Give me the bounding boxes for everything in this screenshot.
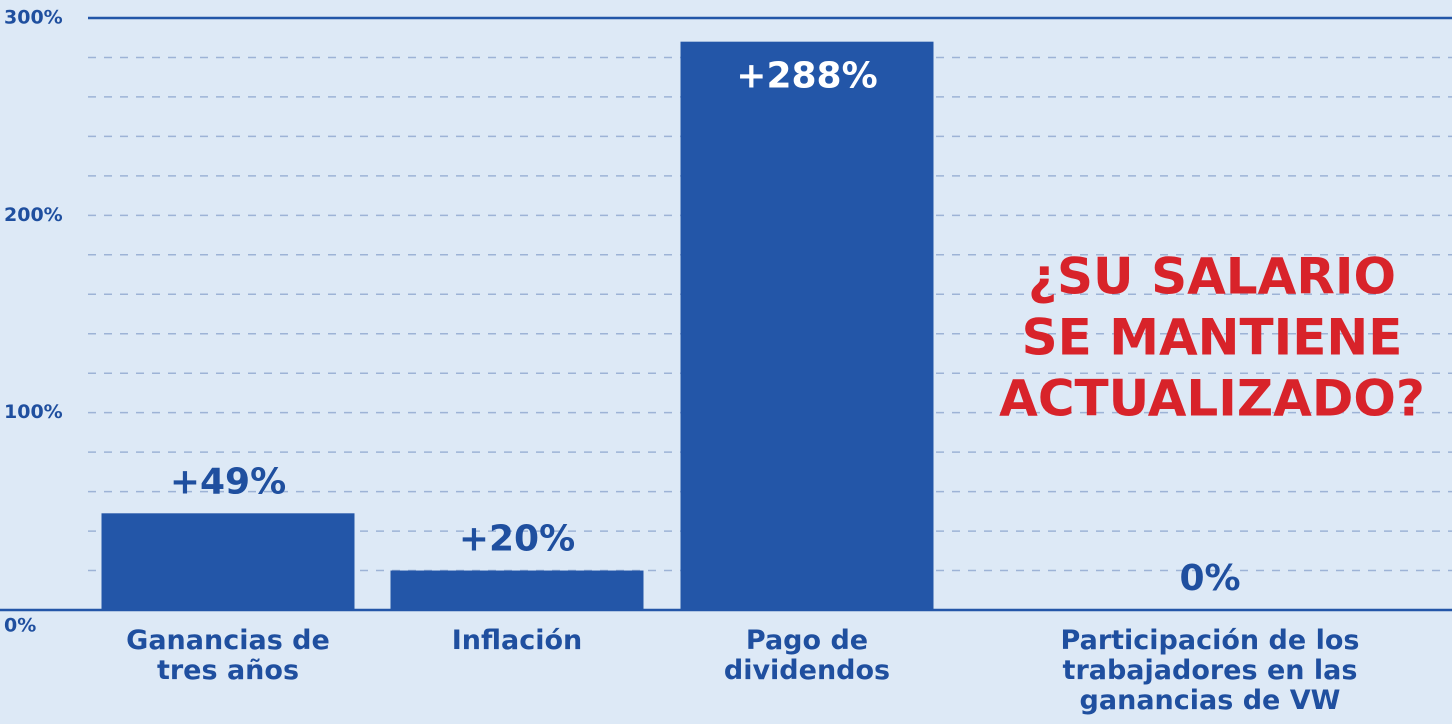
y-tick-label: 200% bbox=[4, 204, 63, 226]
value-label: +49% bbox=[170, 461, 286, 502]
y-tick-label: 300% bbox=[4, 7, 63, 29]
value-label: +20% bbox=[459, 519, 575, 560]
bar bbox=[391, 571, 644, 610]
x-tick-label: Pago de dividendos bbox=[677, 626, 937, 686]
value-label: +288% bbox=[736, 56, 877, 97]
y-tick-label: 0% bbox=[4, 615, 36, 637]
annotation: ACTUALIZADO? bbox=[999, 370, 1425, 428]
y-tick-label: 100% bbox=[4, 401, 63, 423]
value-label: 0% bbox=[1179, 558, 1240, 599]
page: 0% 100% 200% 300% +49% +20% +288% 0% ¿SU SALARIO… bbox=[0, 0, 1452, 724]
chart: 0% 100% 200% 300% +49% +20% +288% 0% ¿SU SALARIO… bbox=[0, 0, 1452, 724]
x-tick-label: Inflación bbox=[387, 626, 647, 656]
x-tick-label: Ganancias de tres años bbox=[98, 626, 358, 686]
annotation: ¿SU SALARIO bbox=[1028, 248, 1396, 306]
x-tick-label: Participación de los trabajadores en las… bbox=[1045, 626, 1375, 716]
annotation: SE MANTIENE bbox=[1022, 309, 1403, 367]
bar bbox=[102, 513, 355, 610]
bar bbox=[681, 42, 934, 610]
